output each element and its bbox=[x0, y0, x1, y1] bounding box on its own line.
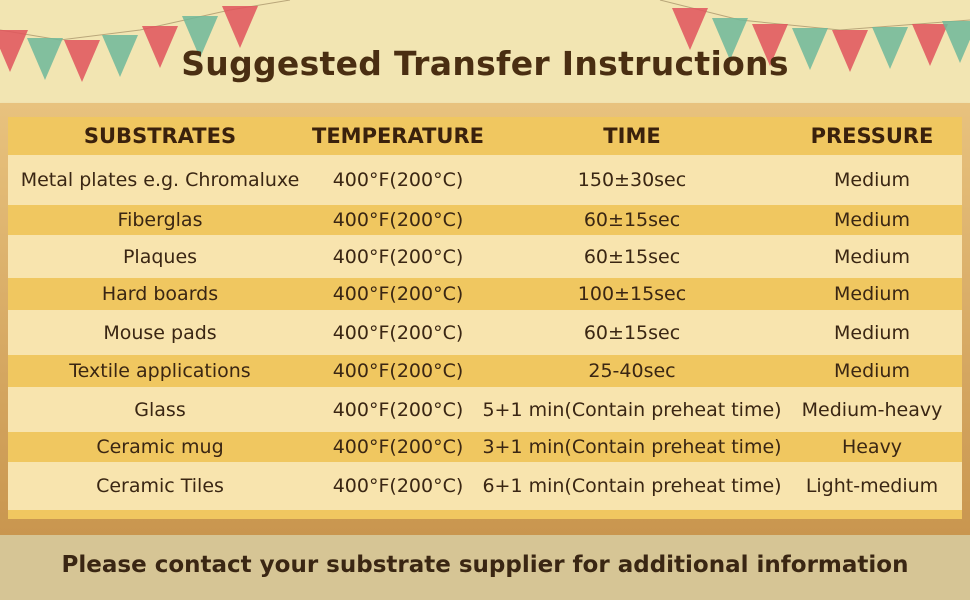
table-row: Ceramic mug 400°F(200°C) 3+1 min(Contain p… bbox=[8, 432, 962, 462]
table-cell: 400°F(200°C) bbox=[332, 398, 464, 421]
pennant-flag bbox=[222, 6, 258, 48]
table-cell: Light-medium bbox=[805, 475, 939, 497]
table-cell: Ceramic Tiles bbox=[96, 475, 224, 497]
table-cell: Fiberglas bbox=[117, 209, 203, 231]
bunting-decoration bbox=[0, 0, 970, 82]
table-cell: 100±15sec bbox=[577, 283, 687, 305]
column-header: PRESSURE bbox=[810, 124, 934, 148]
table-cell: 5+1 min(Contain preheat time) bbox=[482, 398, 782, 421]
pennant-flag bbox=[182, 16, 218, 58]
table-cell: 6+1 min(Contain preheat time) bbox=[482, 475, 782, 497]
table-cell: 400°F(200°C) bbox=[332, 475, 464, 497]
table-row: Fiberglas 400°F(200°C) 60±15sec Medium bbox=[8, 205, 962, 235]
pennant-flag bbox=[832, 30, 868, 72]
instructions-table: SUBSTRATES TEMPERATURE TIME PRESSURE Metal p… bbox=[8, 117, 962, 519]
table-row: Plaques 400°F(200°C) 60±15sec Medium bbox=[8, 235, 962, 278]
pennant-flag bbox=[64, 40, 100, 82]
table-cell: 60±15sec bbox=[583, 245, 681, 268]
table-cell: Medium bbox=[834, 209, 910, 231]
table-cell: 25-40sec bbox=[588, 360, 676, 382]
table-cell: Glass bbox=[134, 398, 186, 421]
pennant-flag bbox=[712, 18, 748, 60]
table-cell: Medium bbox=[834, 245, 910, 268]
table-cell: Medium-heavy bbox=[801, 398, 943, 421]
pennant-flag bbox=[752, 24, 788, 66]
table-cell: Medium bbox=[834, 283, 910, 305]
table-cell: Hard boards bbox=[101, 283, 219, 305]
table-cell: Mouse pads bbox=[103, 321, 217, 344]
table-cell: Textile applications bbox=[69, 360, 251, 382]
table-row: Textile applications 400°F(200°C) 25-40sec… bbox=[8, 355, 962, 387]
table-cell: 400°F(200°C) bbox=[332, 321, 464, 344]
table-cell: Heavy bbox=[841, 436, 903, 458]
table-row: Metal plates e.g. Chromaluxe 400°F(200°C)… bbox=[8, 155, 962, 205]
table-row: Mouse pads 400°F(200°C) 60±15sec Medium bbox=[8, 310, 962, 355]
pennant-flag bbox=[672, 8, 708, 50]
table-cell: 60±15sec bbox=[583, 209, 681, 231]
table-cell: 400°F(200°C) bbox=[332, 283, 464, 305]
pennant-flag bbox=[792, 28, 828, 70]
page-title: Suggested Transfer Instructions bbox=[181, 44, 789, 83]
table-cell: Medium bbox=[834, 169, 910, 191]
table-cell: 60±15sec bbox=[583, 321, 681, 344]
footer-note: Please contact your substrate supplier f… bbox=[61, 552, 909, 578]
table-cell: 400°F(200°C) bbox=[332, 209, 464, 231]
table-cell: Medium bbox=[834, 321, 910, 344]
column-header: SUBSTRATES bbox=[83, 124, 237, 148]
table-row: Glass 400°F(200°C) 5+1 min(Contain preheat… bbox=[8, 387, 962, 432]
table-row: Ceramic Tiles 400°F(200°C) 6+1 min(Contain… bbox=[8, 462, 962, 510]
table-cell: Ceramic mug bbox=[96, 436, 224, 458]
table-header-row: SUBSTRATES TEMPERATURE TIME PRESSURE bbox=[8, 117, 962, 155]
pennant-flag bbox=[102, 35, 138, 77]
pennant-flag bbox=[872, 27, 908, 69]
table-cell: Medium bbox=[834, 360, 910, 382]
table-row: Hard boards 400°F(200°C) 100±15sec Medium bbox=[8, 278, 962, 310]
pennant-flag bbox=[0, 30, 28, 72]
table-cell: Plaques bbox=[122, 245, 198, 268]
table-cell: 400°F(200°C) bbox=[332, 360, 464, 382]
pennant-flag bbox=[27, 38, 63, 80]
table-cell: 150±30sec bbox=[577, 169, 687, 191]
table-frame: SUBSTRATES TEMPERATURE TIME PRESSURE Metal p… bbox=[0, 103, 970, 535]
pennant-flag bbox=[142, 26, 178, 68]
footer-band bbox=[0, 535, 970, 600]
column-header: TIME bbox=[603, 124, 661, 148]
table-cell: 3+1 min(Contain preheat time) bbox=[482, 436, 782, 458]
pennant-flag bbox=[912, 24, 948, 66]
table-cell: 400°F(200°C) bbox=[332, 245, 464, 268]
pennant-flag bbox=[942, 21, 970, 63]
table-cell: 400°F(200°C) bbox=[332, 436, 464, 458]
table-cell: 400°F(200°C) bbox=[332, 169, 464, 191]
column-header: TEMPERATURE bbox=[312, 124, 484, 148]
table-cell: Metal plates e.g. Chromaluxe bbox=[20, 169, 300, 191]
